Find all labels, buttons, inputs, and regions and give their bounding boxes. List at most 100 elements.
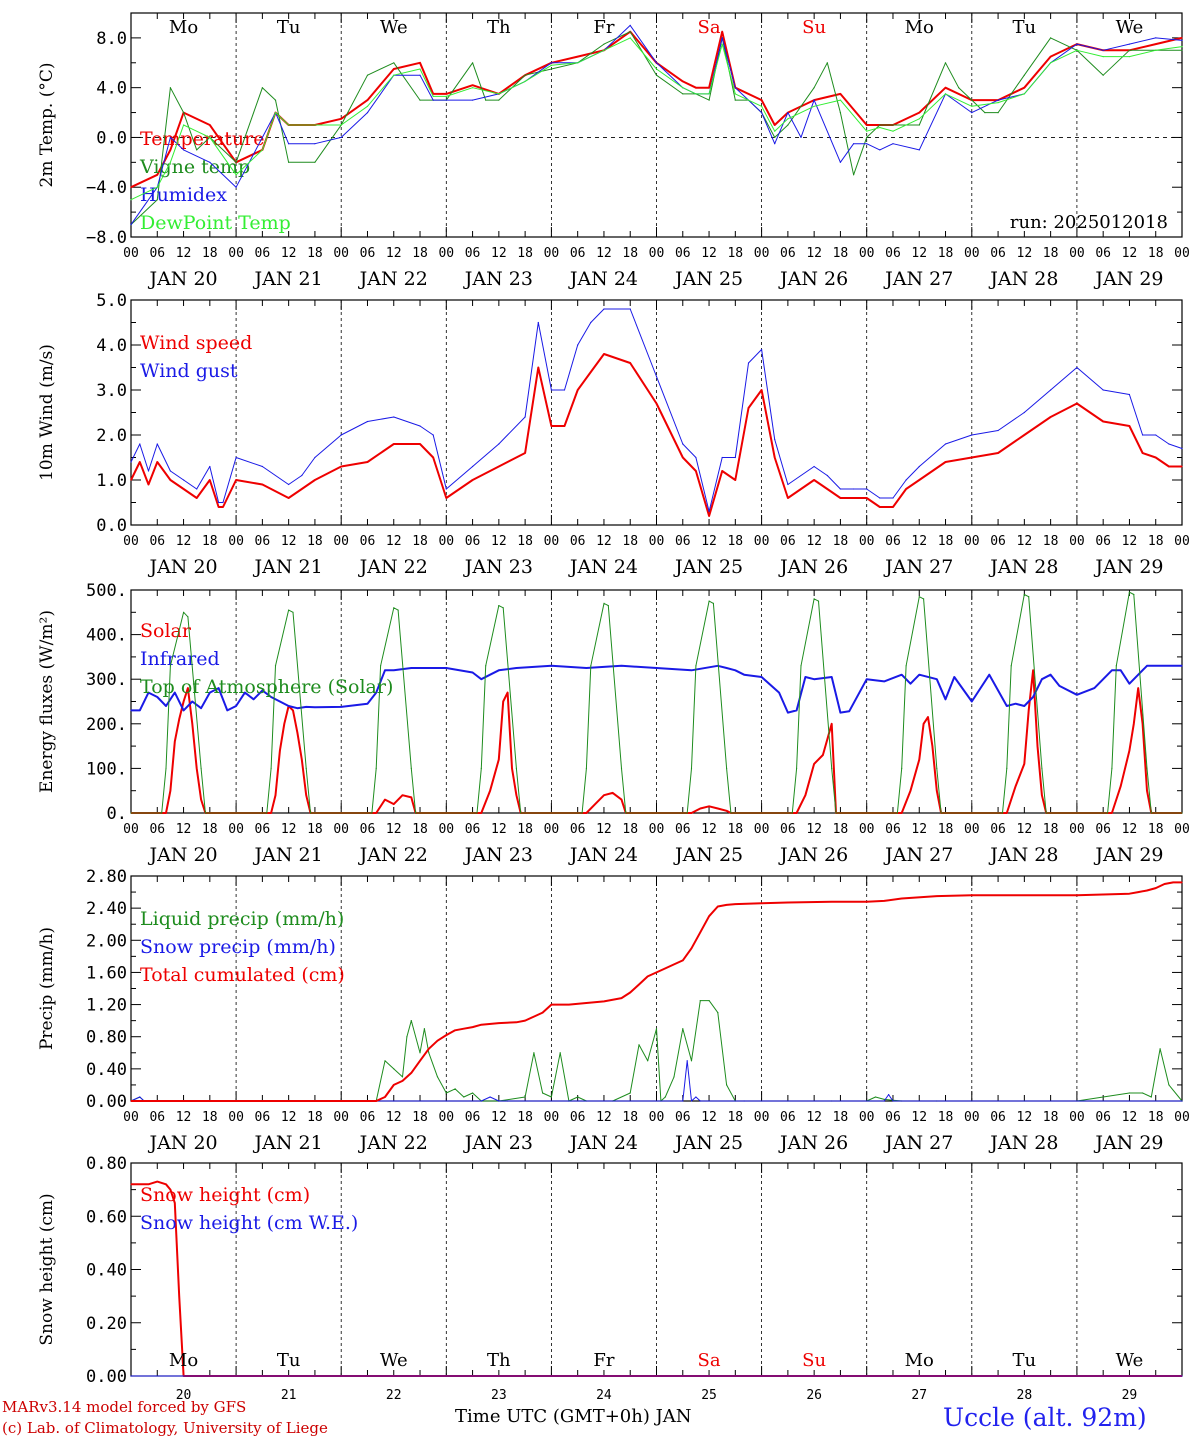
x-tick-label: 06 xyxy=(360,246,376,261)
data-point xyxy=(415,812,417,814)
data-point xyxy=(888,1094,890,1096)
data-point xyxy=(1028,709,1030,712)
data-point xyxy=(581,812,583,814)
data-point xyxy=(445,93,447,95)
data-point xyxy=(813,479,815,481)
date-label: JAN 28 xyxy=(988,1132,1058,1154)
data-point xyxy=(191,723,193,725)
day-name-top: We xyxy=(1116,17,1144,38)
data-point xyxy=(577,1096,579,1098)
data-point xyxy=(463,1096,465,1098)
data-point xyxy=(695,1096,697,1098)
x-tick-label: 18 xyxy=(833,246,849,261)
data-point xyxy=(498,1022,500,1024)
data-point xyxy=(432,456,434,459)
data-point xyxy=(1128,56,1130,58)
data-point xyxy=(853,174,855,176)
date-label: JAN 21 xyxy=(253,844,323,866)
x-tick-label: 18 xyxy=(1043,822,1059,837)
data-point xyxy=(585,1002,588,1004)
x-tick-label: 00 xyxy=(123,534,139,549)
x-tick-label: 18 xyxy=(517,246,533,261)
x-tick-label: 12 xyxy=(386,1110,402,1125)
y-tick-label: 3.0 xyxy=(96,381,127,401)
data-point xyxy=(726,1084,728,1086)
data-point xyxy=(314,161,316,163)
data-point xyxy=(130,186,132,188)
x-tick-label: 18 xyxy=(307,246,323,261)
data-point xyxy=(787,901,789,904)
data-point xyxy=(682,1028,684,1030)
data-point xyxy=(813,763,815,765)
data-point xyxy=(515,1021,518,1023)
y-tick-label: −8.0 xyxy=(86,228,127,248)
data-point xyxy=(708,805,710,807)
data-point xyxy=(472,671,474,674)
x-tick-label: 00 xyxy=(333,534,349,549)
data-point xyxy=(682,80,684,82)
x-tick-label: 00 xyxy=(544,822,560,837)
data-point xyxy=(866,488,868,490)
data-point xyxy=(918,112,920,114)
data-point xyxy=(1142,452,1144,454)
data-point xyxy=(944,461,947,463)
data-point xyxy=(1058,685,1060,687)
data-point xyxy=(1076,43,1078,45)
data-point xyxy=(682,443,684,445)
data-point xyxy=(892,1100,894,1102)
data-point xyxy=(971,700,973,703)
x-tick-label: 06 xyxy=(780,822,796,837)
data-point xyxy=(682,959,684,962)
data-point xyxy=(896,812,899,814)
data-point xyxy=(498,465,500,468)
data-point xyxy=(147,483,150,486)
data-point xyxy=(384,799,386,801)
data-point xyxy=(726,667,728,669)
data-point xyxy=(831,901,833,903)
data-point xyxy=(997,99,999,101)
y-tick-label: 0.00 xyxy=(86,1092,127,1112)
x-tick-label: 00 xyxy=(859,534,875,549)
x-tick-label: 18 xyxy=(622,246,638,261)
data-point xyxy=(218,506,220,508)
data-point xyxy=(419,425,421,427)
data-point xyxy=(296,707,298,709)
data-point xyxy=(625,812,627,814)
y-tick-label: 500. xyxy=(86,581,127,601)
data-point xyxy=(590,665,592,667)
x-tick-label: 06 xyxy=(465,534,481,549)
data-point xyxy=(139,443,141,445)
data-point xyxy=(1181,37,1183,39)
data-point xyxy=(944,443,947,445)
data-point xyxy=(655,68,658,70)
panel-4: 0.00 0.40 0.80 1.20 1.60 2.00 2.40 2.80 Precip (… xyxy=(37,867,1190,1154)
x-tick-label: 00 xyxy=(754,1110,770,1125)
date-label: JAN 24 xyxy=(568,844,638,866)
data-point xyxy=(1142,1092,1144,1094)
x-tick-label: 18 xyxy=(938,822,954,837)
series-line-dewpoint-temp xyxy=(130,37,1183,201)
data-point xyxy=(498,758,500,761)
day-number: 29 xyxy=(1122,1388,1138,1403)
x-tick-label: 18 xyxy=(307,1110,323,1125)
legend-entry: Snow precip (mm/h) xyxy=(140,936,336,958)
data-point xyxy=(559,1052,561,1054)
x-tick-label: 00 xyxy=(438,534,454,549)
date-label: JAN 22 xyxy=(358,556,428,578)
data-point xyxy=(472,87,474,89)
data-point xyxy=(1128,43,1130,45)
data-point xyxy=(235,479,237,481)
x-tick-label: 18 xyxy=(202,534,218,549)
data-point xyxy=(270,812,272,814)
data-point xyxy=(883,680,885,683)
data-point xyxy=(927,716,929,718)
data-point xyxy=(774,438,776,441)
x-tick-label: 00 xyxy=(649,1110,665,1125)
x-tick-label: 18 xyxy=(517,534,533,549)
data-point xyxy=(699,1000,701,1002)
data-point xyxy=(314,706,316,708)
data-point xyxy=(209,479,211,481)
data-point xyxy=(774,130,776,132)
data-point xyxy=(169,87,171,89)
data-point xyxy=(428,1048,430,1050)
